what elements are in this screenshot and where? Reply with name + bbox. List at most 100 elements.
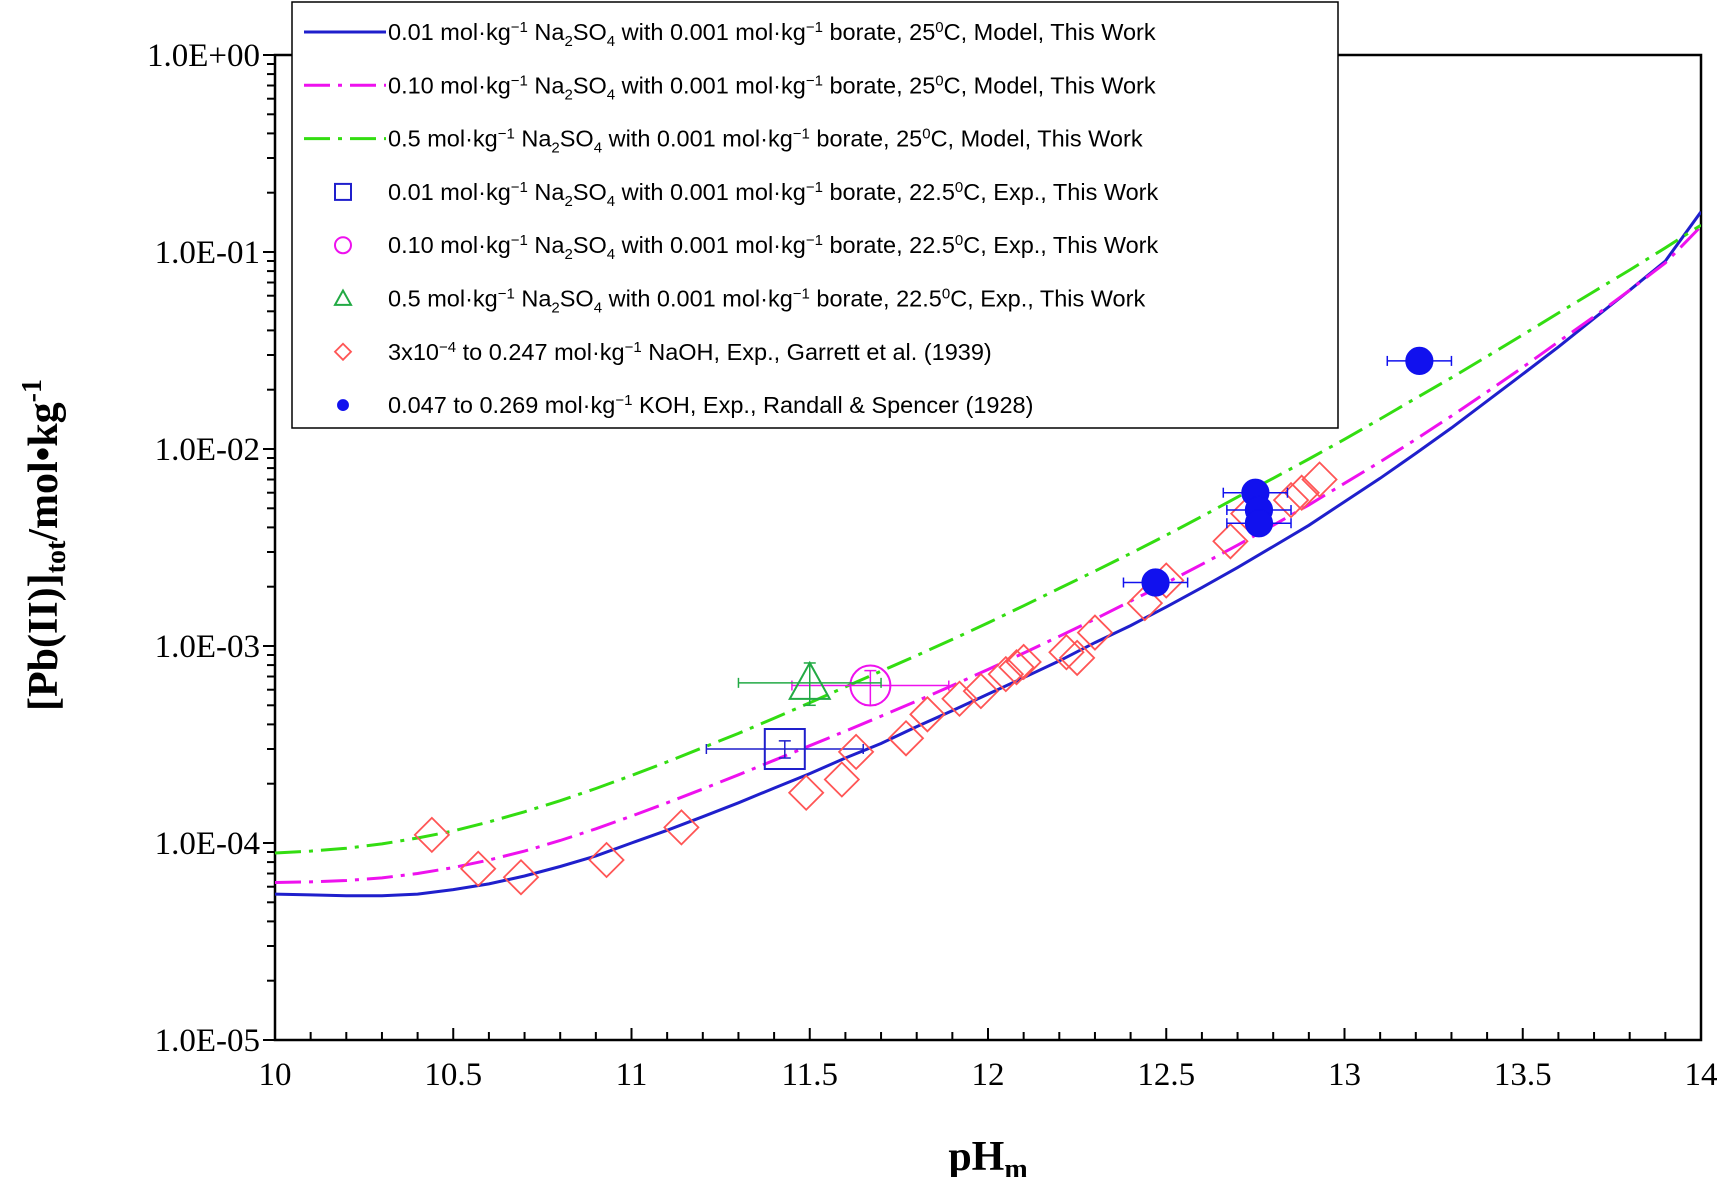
filled-circle-marker: [1405, 346, 1434, 376]
legend-label: 0.01 mol·kg−1 Na2SO4 with 0.001 mol·kg−1…: [388, 19, 1156, 50]
legend-label-part: 0.047 to 0.269 mol·kg: [388, 392, 615, 418]
legend-label-part: SO: [573, 72, 607, 98]
data-points: [413, 346, 1453, 896]
legend-label-part: 4: [594, 300, 602, 317]
model-curve: [275, 223, 1701, 855]
filled-circle-marker: [1141, 568, 1170, 597]
legend-label-part: 2: [551, 300, 559, 317]
legend-label-part: C, Exp., This Work: [963, 232, 1158, 258]
legend-label-part: with 0.001 mol·kg: [615, 72, 806, 98]
legend-label-part: 0.01 mol·kg: [388, 179, 511, 205]
diamond-marker: [987, 655, 1025, 693]
legend-label-part: NaOH, Exp., Garrett et al. (1939): [642, 339, 992, 365]
diamond-marker: [887, 720, 925, 757]
diamond-marker: [459, 850, 497, 888]
legend-label-part: C, Model, This Work: [944, 19, 1156, 45]
model-curve: [275, 210, 1701, 898]
x-tick-label: 13.5: [1494, 1057, 1552, 1093]
filled-circle-marker: [337, 399, 349, 412]
diamond-marker: [413, 816, 451, 854]
legend-label-part: 0.5 mol·kg: [388, 126, 498, 152]
legend-label-part: Na: [515, 286, 553, 312]
square-marker: [334, 182, 352, 201]
legend-label-part: SO: [560, 286, 594, 312]
diamond-marker: [1283, 474, 1320, 511]
diamond-marker: [1076, 614, 1114, 651]
legend-label: 0.10 mol·kg−1 Na2SO4 with 0.001 mol·kg−1…: [388, 232, 1159, 263]
y-axis-title-sub: tot: [41, 540, 72, 573]
diamond-marker: [333, 342, 353, 362]
legend-label: 0.5 mol·kg−1 Na2SO4 with 0.001 mol·kg−1 …: [388, 286, 1145, 317]
legend-label-part: borate, 22.5: [823, 232, 955, 258]
diamond-marker: [588, 841, 625, 879]
legend-label-part: 0: [935, 72, 943, 89]
x-tick-label: 12: [972, 1057, 1005, 1093]
legend-label-part: C, Model, This Work: [944, 72, 1156, 98]
legend-label-part: with 0.001 mol·kg: [615, 19, 806, 45]
diamond-marker: [909, 696, 946, 733]
x-axis-title-sub: m: [1004, 1154, 1027, 1177]
legend-label-part: 0: [955, 179, 963, 196]
legend-label-part: KOH, Exp., Randall & Spencer (1928): [632, 392, 1033, 418]
legend-label-part: Na: [528, 72, 566, 98]
legend-label-part: with 0.001 mol·kg: [602, 286, 793, 312]
y-axis-title-part2: /mol•kg: [21, 402, 67, 541]
tick-labels: 10 10.5 11 11.5 12 12.5 13 13.5 14 1.0E-05 1.0E-04…: [147, 38, 1718, 1093]
legend-label-part: borate, 25: [823, 72, 935, 98]
legend-label: 3x10−4 to 0.247 mol·kg−1 NaOH, Exp., Gar…: [388, 339, 992, 365]
legend-label-part: C, Exp., This Work: [963, 179, 1158, 205]
legend-label-part: borate, 25: [823, 19, 935, 45]
diamond-marker: [502, 858, 540, 896]
legend-label-part: with 0.001 mol·kg: [602, 126, 793, 152]
y-tick-label: 1.0E-05: [155, 1023, 260, 1059]
triangle-marker: [333, 288, 353, 306]
legend-label-part: 0: [942, 286, 950, 303]
legend-label-part: to 0.247 mol·kg: [456, 339, 625, 365]
legend-label-part: 0: [955, 232, 963, 249]
legend-label-part: borate, 22.5: [823, 179, 955, 205]
legend-label-part: −1: [511, 19, 528, 36]
y-tick-label: 1.0E-04: [155, 826, 260, 862]
legend-label-part: 2: [564, 193, 572, 210]
diamond-marker: [1301, 461, 1338, 498]
legend-label-part: borate, 22.5: [810, 286, 942, 312]
legend-label-part: −1: [511, 179, 528, 196]
diamond-marker: [941, 680, 978, 717]
legend-label-part: C, Exp., This Work: [950, 286, 1145, 312]
model-curve: [275, 225, 1701, 884]
triangle-marker: [788, 660, 832, 700]
diamond-marker: [1272, 481, 1310, 519]
circle-marker: [334, 236, 352, 255]
legend-label-part: 0: [935, 19, 943, 36]
diamond-marker: [787, 774, 825, 811]
y-axis-title: [Pb(II)]tot/mol•kg-1: [17, 379, 72, 711]
diamond-marker: [837, 733, 875, 771]
legend-label-part: Na: [515, 126, 553, 152]
y-tick-label: 1.0E-02: [155, 432, 260, 468]
legend-label-part: with 0.001 mol·kg: [615, 179, 806, 205]
legend-label-part: 0.10 mol·kg: [388, 232, 511, 258]
x-tick-label: 11.5: [781, 1057, 838, 1093]
legend: 0.01 mol·kg−1 Na2SO4 with 0.001 mol·kg−1…: [291, 1, 1339, 429]
x-axis-title: pHm: [948, 1134, 1027, 1177]
x-tick-label: 11: [616, 1057, 648, 1093]
legend-label-part: −1: [806, 179, 823, 196]
x-tick-label: 13: [1328, 1057, 1361, 1093]
legend-label-part: −1: [793, 286, 810, 303]
diamond-marker: [1058, 639, 1096, 677]
x-axis-title-main: pH: [948, 1134, 1004, 1177]
legend-label-part: 0.10 mol·kg: [388, 72, 511, 98]
legend-label-part: −4: [439, 339, 456, 356]
diamond-marker: [823, 761, 861, 798]
legend-label-part: 3x10: [388, 339, 439, 365]
legend-label-part: −1: [615, 392, 632, 409]
legend-label-part: Na: [528, 232, 566, 258]
legend-label-part: SO: [573, 179, 607, 205]
legend-label-part: borate, 25: [810, 126, 922, 152]
legend-box: [291, 1, 1339, 429]
legend-label-part: −1: [498, 126, 515, 143]
legend-label-part: SO: [560, 126, 594, 152]
circle-marker: [849, 664, 892, 707]
legend-label-part: 0.5 mol·kg: [388, 286, 498, 312]
